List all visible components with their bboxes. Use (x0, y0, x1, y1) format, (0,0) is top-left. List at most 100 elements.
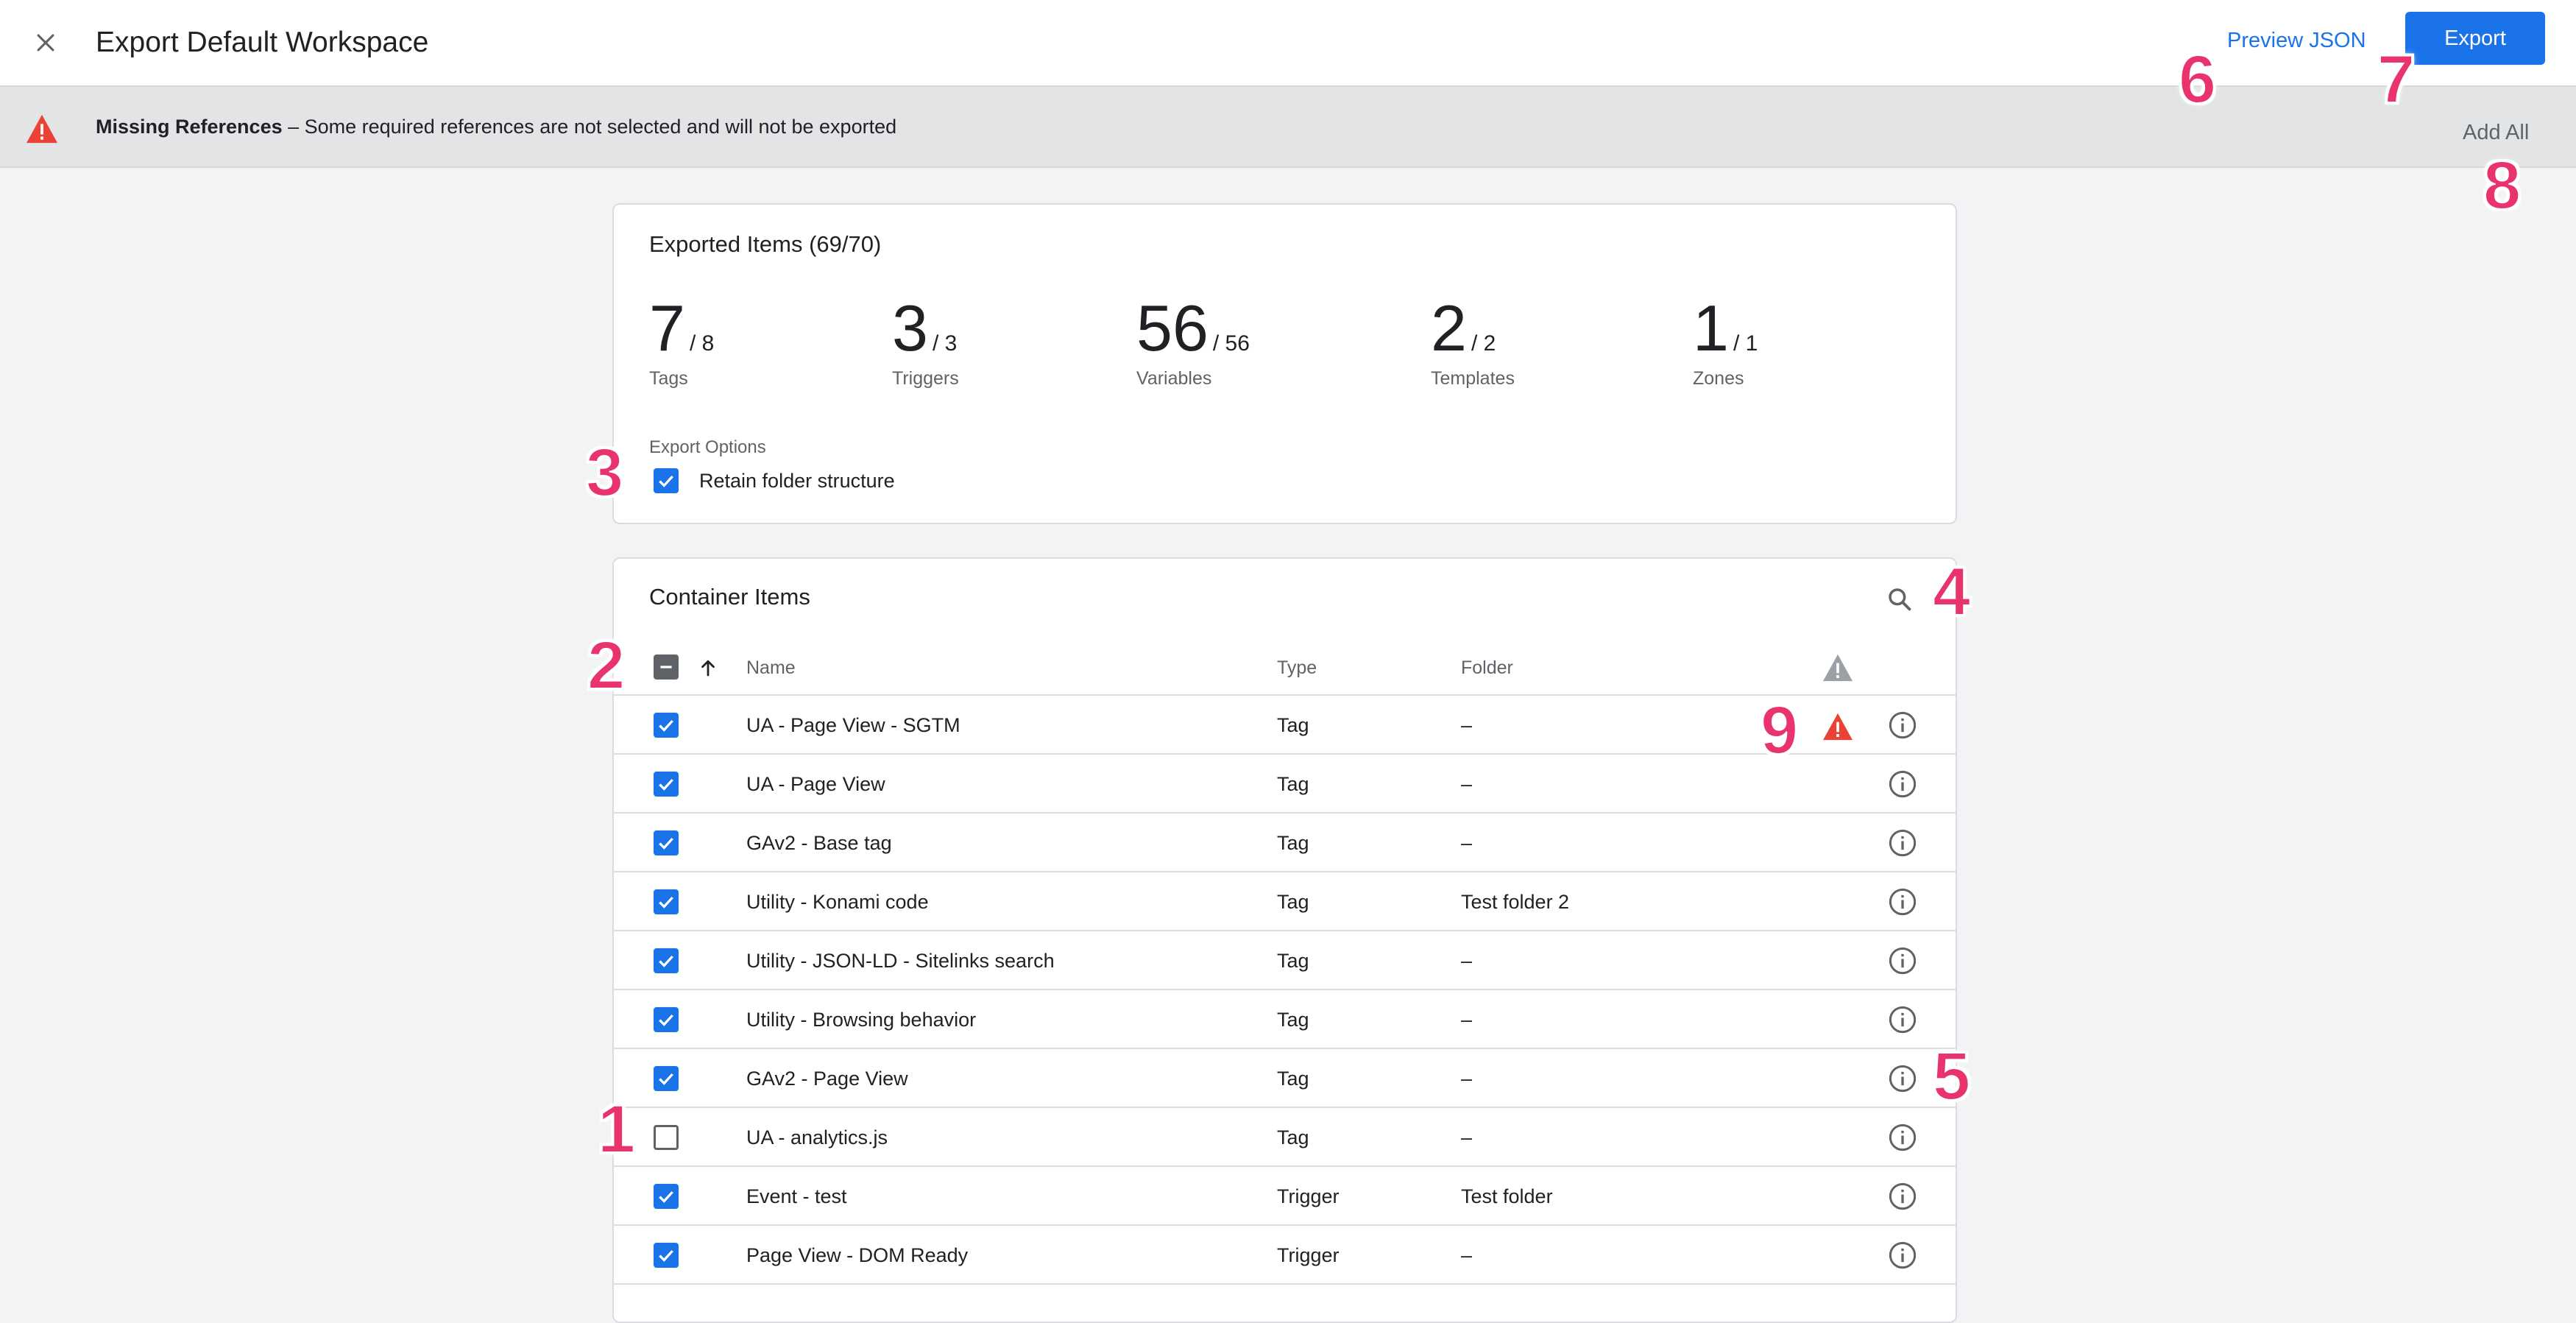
info-button[interactable] (1887, 828, 1918, 858)
export-options-label: Export Options (649, 437, 766, 457)
callout-number: 6 (2178, 42, 2217, 117)
callout-number: 2 (587, 628, 626, 703)
item-folder: – (1461, 1068, 1473, 1090)
column-header-type[interactable]: Type (1277, 657, 1317, 678)
info-icon (1889, 1006, 1917, 1034)
stat-total: / 56 (1212, 331, 1250, 356)
info-icon (1889, 1241, 1917, 1269)
item-type: Tag (1277, 1126, 1309, 1149)
warning-icon (26, 114, 57, 144)
row-checkbox[interactable] (654, 830, 679, 855)
info-button[interactable] (1887, 1181, 1918, 1212)
info-button[interactable] (1887, 1063, 1918, 1094)
missing-references-banner: Missing References – Some required refer… (0, 85, 2576, 168)
stat-label: Zones (1693, 368, 1744, 389)
checkmark-icon (659, 475, 673, 487)
exported-items-title: Exported Items (69/70) (649, 231, 882, 257)
item-type: Tag (1277, 891, 1309, 913)
row-checkbox[interactable] (654, 1125, 679, 1150)
select-all-checkbox[interactable] (654, 655, 679, 680)
row-checkbox[interactable] (654, 1243, 679, 1268)
row-checkbox[interactable] (654, 889, 679, 914)
callout-number: 4 (1932, 554, 1971, 629)
item-type: Trigger (1277, 1244, 1340, 1266)
stat-total: / 1 (1733, 331, 1758, 356)
checkmark-icon (659, 1190, 673, 1203)
table-row[interactable]: UA - Page View - SGTM Tag – (614, 696, 1956, 755)
page-title: Export Default Workspace (96, 27, 429, 58)
add-all-button[interactable]: Add All (2463, 121, 2530, 144)
search-button[interactable] (1880, 579, 1919, 619)
item-name: GAv2 - Page View (746, 1068, 908, 1090)
info-icon (1889, 1123, 1917, 1151)
info-button[interactable] (1887, 1122, 1918, 1153)
item-type: Trigger (1277, 1185, 1340, 1207)
checkmark-icon (659, 896, 673, 909)
item-name: Utility - JSON-LD - Sitelinks search (746, 950, 1055, 972)
info-icon (1889, 711, 1917, 739)
retain-folder-option[interactable]: Retain folder structure (654, 468, 895, 493)
table-row[interactable]: Utility - Browsing behavior Tag – (614, 990, 1956, 1049)
info-icon (1889, 770, 1917, 798)
item-name: Utility - Browsing behavior (746, 1009, 977, 1031)
row-checkbox[interactable] (654, 772, 679, 797)
stat-label: Variables (1136, 368, 1212, 389)
row-checkbox[interactable] (654, 948, 679, 973)
table-row[interactable]: Utility - Konami code Tag Test folder 2 (614, 872, 1956, 931)
item-type: Tag (1277, 714, 1309, 736)
row-checkbox[interactable] (654, 1007, 679, 1032)
info-icon (1889, 947, 1917, 975)
table-row[interactable]: Page View - DOM Ready Trigger – (614, 1226, 1956, 1285)
info-button[interactable] (1887, 1240, 1918, 1271)
info-button[interactable] (1887, 945, 1918, 976)
table-row[interactable]: GAv2 - Base tag Tag – (614, 814, 1956, 872)
checkmark-icon (659, 955, 673, 967)
item-folder: – (1461, 773, 1473, 795)
item-name: Event - test (746, 1185, 847, 1207)
checkmark-icon (659, 719, 673, 732)
row-checkbox[interactable] (654, 1066, 679, 1091)
preview-json-button[interactable]: Preview JSON (2227, 29, 2366, 52)
sort-button[interactable] (695, 655, 721, 681)
missing-reference-warning-icon (1823, 713, 1853, 741)
item-name: UA - Page View (746, 773, 885, 795)
stat-triggers: 3/ 3 Triggers (892, 292, 959, 389)
item-folder: – (1461, 714, 1473, 736)
retain-folder-checkbox[interactable] (654, 468, 679, 493)
item-type: Tag (1277, 950, 1309, 972)
row-checkbox[interactable] (654, 713, 679, 738)
stat-count: 7 (649, 292, 685, 364)
export-button[interactable]: Export (2405, 12, 2545, 65)
item-folder: – (1461, 832, 1473, 854)
info-button[interactable] (1887, 710, 1918, 741)
column-header-folder[interactable]: Folder (1461, 657, 1513, 678)
info-button[interactable] (1887, 769, 1918, 800)
table-row[interactable]: Utility - JSON-LD - Sitelinks search Tag – (614, 931, 1956, 990)
stat-total: / 8 (689, 331, 715, 356)
container-items-title: Container Items (649, 584, 810, 610)
item-type: Tag (1277, 1009, 1309, 1031)
container-items-card: Container Items Name Type Folder UA - Pa… (612, 557, 1957, 1323)
banner-heading: Missing References (96, 116, 283, 138)
info-icon (1889, 888, 1917, 916)
stat-label: Tags (649, 368, 688, 389)
info-button[interactable] (1887, 886, 1918, 917)
item-type: Tag (1277, 773, 1309, 795)
row-checkbox[interactable] (654, 1184, 679, 1209)
table-row[interactable]: UA - analytics.js Tag – (614, 1108, 1956, 1167)
column-header-name[interactable]: Name (746, 657, 796, 678)
stat-tags: 7/ 8 Tags (649, 292, 714, 389)
item-folder: – (1461, 1244, 1473, 1266)
info-icon (1889, 1065, 1917, 1093)
item-folder: – (1461, 1009, 1473, 1031)
callout-number: 3 (585, 435, 624, 510)
table-row[interactable]: GAv2 - Page View Tag – (614, 1049, 1956, 1108)
item-folder: Test folder 2 (1461, 891, 1570, 913)
table-row[interactable]: Event - test Trigger Test folder (614, 1167, 1956, 1226)
arrow-up-icon (701, 660, 715, 677)
table-row[interactable]: UA - Page View Tag – (614, 755, 1956, 814)
top-bar: Export Default Workspace Preview JSON Ex… (0, 0, 2576, 85)
info-button[interactable] (1887, 1004, 1918, 1035)
stat-label: Triggers (892, 368, 959, 389)
close-button[interactable] (26, 24, 65, 62)
